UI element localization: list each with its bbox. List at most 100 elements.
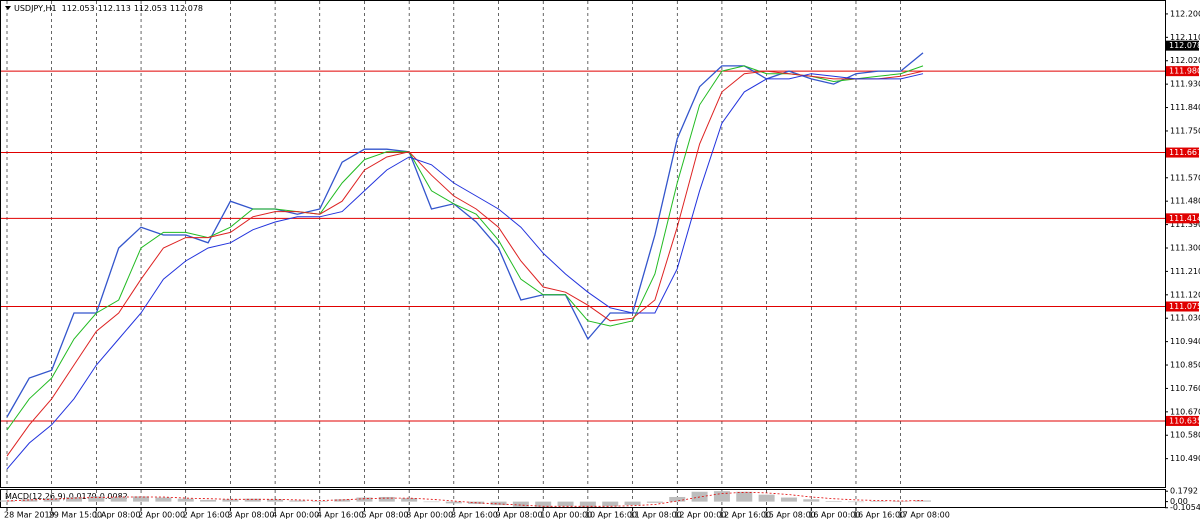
macd-bar (43, 498, 60, 502)
macd-bar (334, 499, 351, 502)
y-tick-label: 111.030 (1170, 314, 1200, 323)
close: 112.078 (170, 4, 203, 13)
level-label: 111.667 (1169, 148, 1200, 157)
macd-bar (602, 501, 619, 507)
high: 112.113 (98, 4, 131, 13)
macd-bar (155, 497, 172, 502)
x-tick-label: 4 Apr 00:00 (272, 511, 319, 520)
moving-average (6, 65, 924, 431)
symbol: USDJPY,H1 (14, 4, 57, 13)
macd-bar (870, 501, 887, 502)
macd-bar (736, 491, 753, 502)
y-tick-label: 111.120 (1170, 290, 1200, 299)
y-tick-label: 111.930 (1170, 80, 1200, 89)
macd-bar (401, 498, 418, 502)
macd-bar (21, 499, 38, 502)
main-panel-frame (0, 0, 1166, 488)
macd-bar (177, 498, 194, 502)
x-tick-label: 12 Apr 16:00 (719, 511, 771, 520)
macd-bar (311, 501, 328, 502)
level-label-box (1166, 301, 1199, 312)
x-tick-label: 29 Mar 15:00 (49, 511, 102, 520)
price-line (6, 52, 924, 418)
macd-bar (847, 501, 864, 503)
macd-bar (579, 501, 596, 507)
macd-bar (289, 500, 306, 502)
moving-average (6, 70, 924, 457)
y-tick-label: 110.580 (1170, 431, 1200, 440)
macd-bar (222, 499, 239, 502)
macd-bar (646, 501, 663, 503)
y-tick-label: 110.760 (1170, 384, 1200, 393)
macd-bar (713, 491, 730, 502)
macd-bar (624, 501, 641, 506)
y-tick-label: 110.940 (1170, 337, 1200, 346)
x-tick-label: 11 Apr 08:00 (630, 511, 682, 520)
x-tick-label: 9 Apr 08:00 (496, 511, 543, 520)
y-tick-label: 110.850 (1170, 361, 1200, 370)
current-price-label: 112.078 (1169, 41, 1200, 50)
level-label: 111.075 (1169, 302, 1200, 311)
open: 112.053 (62, 4, 95, 13)
macd-bar (200, 499, 217, 502)
macd-bar (423, 501, 440, 503)
y-tick-label: 112.020 (1170, 56, 1200, 65)
y-tick-label: 111.480 (1170, 197, 1200, 206)
macd-bar (669, 496, 686, 502)
macd-panel-frame (0, 489, 1166, 508)
x-tick-label: 8 Apr 00:00 (406, 511, 453, 520)
chart-header: USDJPY,H1 112.053 112.113 112.053 112.078 (14, 4, 203, 13)
macd-bar (512, 501, 529, 507)
x-tick-label: 10 Apr 00:00 (540, 511, 592, 520)
level-label-box (1166, 415, 1199, 426)
x-tick-label: 4 Apr 16:00 (317, 511, 364, 520)
x-tick-label: 5 Apr 08:00 (361, 511, 408, 520)
macd-bar (445, 501, 462, 504)
level-label-box (1166, 147, 1199, 158)
macd-bar (803, 499, 820, 502)
indicator-name: MACD(12,26,9) (5, 492, 66, 501)
signal-value: 0.0082 (100, 492, 128, 501)
level-label-box (1166, 66, 1199, 77)
macd-bar (535, 501, 552, 507)
macd-bar (490, 501, 507, 506)
y-tick-label: 111.750 (1170, 126, 1200, 135)
x-tick-label: 15 Apr 08:00 (764, 511, 816, 520)
x-tick-label: 8 Apr 16:00 (451, 511, 498, 520)
level-label: 111.980 (1169, 67, 1200, 76)
y-tick-label: 0.1792 (1170, 487, 1198, 496)
macd-bar (915, 500, 931, 502)
x-tick-label: 12 Apr 00:00 (674, 511, 726, 520)
x-tick-label: 2 Apr 00:00 (138, 511, 185, 520)
macd-header: MACD(12,26,9) 0.0179 0.0082 (5, 492, 128, 501)
level-label-box (1166, 213, 1199, 224)
x-tick-label: 10 Apr 16:00 (585, 511, 637, 520)
macd-bar (557, 501, 574, 507)
x-tick-label: 1 Apr 08:00 (93, 511, 140, 520)
y-tick-label: 111.390 (1170, 220, 1200, 229)
x-tick-label: 17 Apr 08:00 (898, 511, 950, 520)
low: 112.053 (134, 4, 167, 13)
macd-value: 0.0179 (69, 492, 97, 501)
macd-bar (825, 501, 842, 502)
level-label: 110.635 (1169, 416, 1200, 425)
macd-bar (378, 496, 395, 502)
macd-bar (758, 494, 775, 502)
macd-bar (892, 501, 909, 502)
macd-bar (133, 496, 150, 502)
x-tick-label: 3 Apr 08:00 (227, 511, 274, 520)
y-tick-label: 112.200 (1170, 9, 1200, 18)
y-tick-label: 110.490 (1170, 454, 1200, 463)
current-price-box (1166, 40, 1199, 51)
y-tick-label: 112.110 (1170, 33, 1200, 42)
y-tick-label: 110.670 (1170, 407, 1200, 416)
macd-bar (356, 497, 373, 502)
x-tick-label: 28 Mar 2019 (4, 511, 55, 520)
menu-arrow[interactable] (5, 6, 11, 10)
y-tick-label: 111.570 (1170, 173, 1200, 182)
y-tick-label: 111.210 (1170, 267, 1200, 276)
macd-bar (88, 496, 105, 502)
moving-average (6, 73, 924, 470)
macd-bar (66, 496, 83, 502)
